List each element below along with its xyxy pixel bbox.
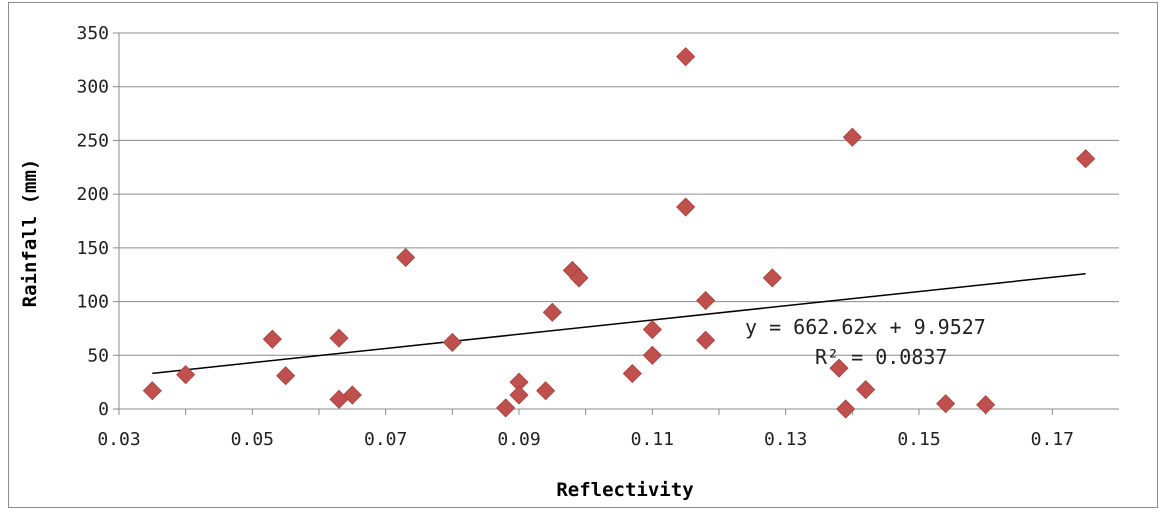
data-point [762, 268, 782, 288]
data-point [1076, 149, 1096, 169]
data-point [842, 127, 862, 147]
y-tick-label: 200 [76, 184, 109, 205]
x-tick-label: 0.05 [231, 429, 274, 450]
chart-frame: 0 50 100 150 200 250 300 350 0.03 0.05 0.07 0.09 0.1… [8, 2, 1158, 508]
x-tick-label: 0.15 [897, 429, 940, 450]
y-tick-label: 100 [76, 292, 109, 313]
data-points [142, 47, 1096, 419]
y-tick-label: 250 [76, 130, 109, 151]
data-point [642, 319, 662, 340]
data-point [829, 358, 849, 378]
data-point [696, 290, 716, 311]
data-point [676, 47, 696, 67]
data-point [176, 365, 196, 385]
data-point [622, 363, 642, 384]
axes [113, 32, 1119, 415]
data-point [496, 398, 516, 418]
data-point [569, 268, 589, 288]
data-point [442, 332, 462, 352]
x-tick-label: 0.11 [631, 429, 674, 450]
tick-labels: 0 50 100 150 200 250 300 350 0.03 0.05 0.07 0.09 0.1… [76, 23, 1074, 450]
gridlines [119, 32, 1119, 356]
trendline-group [152, 272, 1086, 375]
x-tick-label: 0.03 [97, 429, 140, 450]
y-axis-title: Rainfall (mm) [19, 159, 41, 308]
data-point [342, 385, 362, 405]
trendline-r-squared: R² = 0.0837 [815, 345, 947, 369]
x-tick-label: 0.07 [364, 429, 407, 450]
x-axis-title: Reflectivity [556, 479, 693, 501]
data-point [696, 330, 716, 350]
data-point [509, 385, 529, 405]
data-point [262, 329, 282, 349]
trendline [152, 272, 1086, 375]
y-tick-label: 350 [76, 23, 109, 44]
data-point [142, 381, 162, 401]
x-tick-label: 0.17 [1031, 429, 1074, 450]
data-point [329, 328, 349, 348]
data-point [276, 366, 296, 386]
data-point [836, 399, 856, 419]
y-tick-label: 300 [76, 77, 109, 98]
scatter-chart: 0 50 100 150 200 250 300 350 0.03 0.05 0.07 0.09 0.1… [19, 23, 1119, 501]
data-point [642, 345, 662, 365]
x-tick-label: 0.09 [497, 429, 540, 450]
data-point [536, 381, 556, 401]
data-point [676, 197, 696, 217]
data-point [936, 394, 956, 414]
x-tick-label: 0.13 [764, 429, 807, 450]
y-tick-label: 150 [76, 238, 109, 259]
y-tick-label: 50 [87, 345, 109, 366]
data-point [976, 395, 996, 415]
data-point [856, 380, 876, 400]
trendline-equation: y = 662.62x + 9.9527 [745, 315, 986, 339]
y-tick-label: 0 [98, 399, 109, 420]
data-point [542, 302, 562, 322]
data-point [396, 247, 416, 268]
